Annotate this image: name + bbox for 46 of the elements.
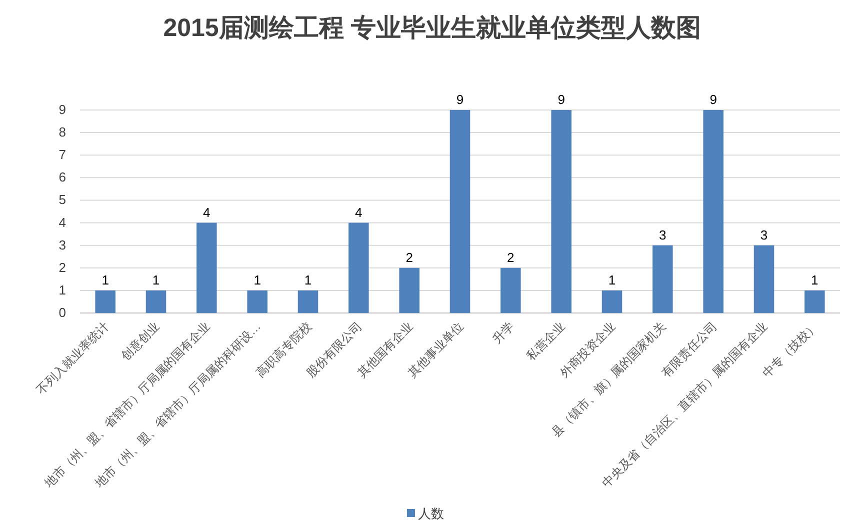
bar [804,290,825,313]
bar [551,110,572,313]
bar [500,268,521,313]
data-label: 1 [608,272,616,288]
x-tick-label: 创意创业 [118,319,162,364]
legend-label: 人数 [418,506,444,521]
bar [450,110,470,313]
bar [348,222,369,313]
x-tick-label: 不列入就业率统计 [34,319,112,398]
data-label: 1 [811,272,818,288]
bar [602,290,622,313]
data-label: 4 [203,204,210,220]
y-tick-label: 4 [58,214,66,230]
data-label: 2 [406,250,413,265]
data-label: 9 [456,92,464,107]
bar [95,290,116,313]
data-label: 1 [304,272,312,288]
data-label: 3 [760,227,768,242]
bar [146,290,166,313]
bar [399,268,420,313]
data-label: 1 [102,272,109,288]
y-tick-label: 6 [58,170,66,185]
x-tick-label: 升学 [490,319,517,346]
data-label: 3 [659,227,666,242]
x-tick-label: 私营企业 [524,319,568,364]
chart-title: 2015届测绘工程 专业毕业生就业单位类型人数图 [163,14,701,42]
y-tick-label: 2 [58,260,66,275]
y-tick-label: 8 [58,124,66,140]
data-label: 9 [558,92,565,107]
y-tick-label: 0 [58,305,66,320]
y-tick-label: 1 [58,282,66,298]
y-tick-label: 3 [58,237,66,252]
data-label: 4 [355,204,362,220]
bar [298,290,318,313]
bar [754,245,774,313]
bar [196,222,217,313]
bar [703,110,724,313]
data-label: 1 [254,272,261,288]
bar [247,290,268,313]
y-tick-label: 9 [58,102,66,117]
y-tick-label: 5 [58,192,66,208]
data-label: 9 [710,92,717,107]
data-label: 2 [507,250,514,265]
data-label: 1 [152,272,160,288]
bar [652,245,673,313]
y-tick-label: 7 [58,147,66,162]
